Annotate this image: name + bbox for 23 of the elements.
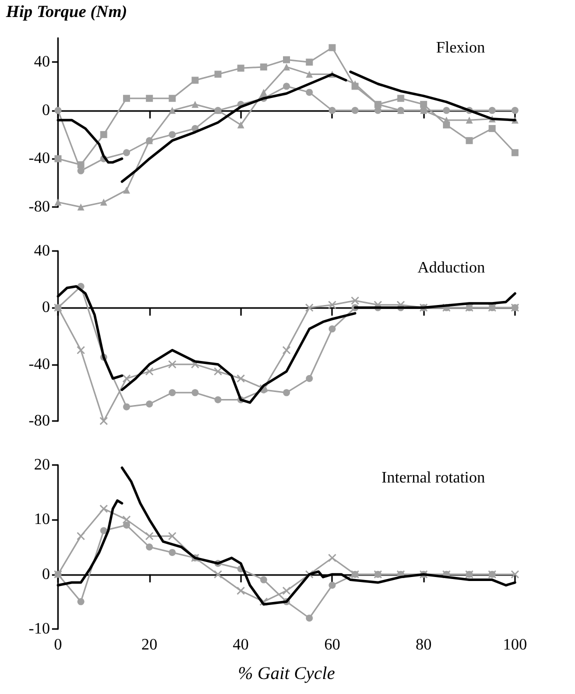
annotation: Adduction [417, 260, 485, 276]
x-tick-label: 100 [503, 636, 527, 654]
x-tick-label: 40 [232, 636, 249, 654]
x-tick-label: 60 [324, 636, 340, 654]
y-tick-label: 10 [34, 511, 50, 528]
x-tick-label: 0 [54, 636, 62, 654]
y-tick-label: 0 [42, 299, 50, 316]
x-axis-title: % Gait Cycle [238, 663, 335, 683]
y-tick-label: -40 [28, 356, 50, 373]
y-tick-label: 0 [42, 566, 50, 583]
y-tick-label: 40 [34, 54, 50, 71]
y-tick-label: -80 [28, 198, 50, 216]
y-tick-label: 0 [42, 102, 50, 119]
annotation: Internal rotation [381, 470, 485, 486]
annotation: Flexion [436, 40, 485, 56]
y-tick-label: -80 [28, 412, 50, 430]
y-tick-label: 20 [34, 456, 50, 474]
y-tick-label: -40 [28, 150, 50, 168]
x-tick-label: 20 [141, 636, 158, 654]
x-tick-label: 80 [416, 636, 432, 654]
y-tick-label: 40 [34, 242, 50, 260]
y-axis-title: Hip Torque (Nm) [5, 2, 128, 21]
y-tick-label: -10 [28, 620, 50, 638]
